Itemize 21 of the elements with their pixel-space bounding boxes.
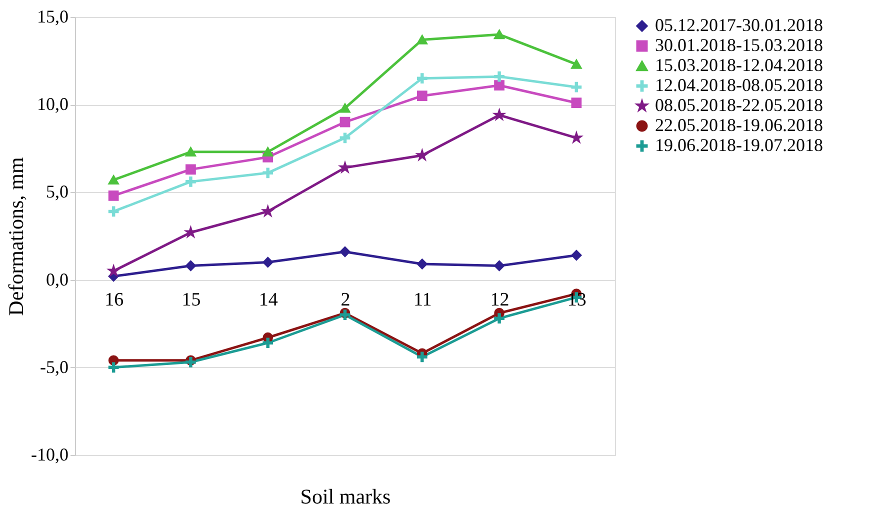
legend-label: 30.01.2018-15.03.2018 xyxy=(655,35,823,55)
x-tick-label: 2 xyxy=(340,289,350,310)
y-tick-label: 0,0 xyxy=(46,269,68,290)
x-axis-title: Soil marks xyxy=(300,484,391,508)
y-tick-label: -5,0 xyxy=(40,356,68,377)
y-axis-title: Deformations, mm xyxy=(4,157,28,316)
x-tick-label: 11 xyxy=(413,289,432,310)
y-tick-label: 15,0 xyxy=(37,6,68,26)
legend-label: 12.04.2018-08.05.2018 xyxy=(655,75,823,95)
legend-label: 19.06.2018-19.07.2018 xyxy=(655,135,823,155)
legend-label: 22.05.2018-19.06.2018 xyxy=(655,115,823,135)
x-tick-label: 15 xyxy=(182,289,201,310)
x-tick-label: 16 xyxy=(104,289,124,310)
legend-label: 15.03.2018-12.04.2018 xyxy=(655,55,823,75)
y-tick-label: -10,0 xyxy=(31,444,68,464)
y-tick-label: 5,0 xyxy=(46,182,68,202)
y-tick-label: 10,0 xyxy=(37,94,68,114)
legend-label: 05.12.2017-30.01.2018 xyxy=(655,15,823,35)
x-tick-label: 14 xyxy=(258,289,278,310)
x-tick-label: 12 xyxy=(490,289,510,310)
legend-label: 08.05.2018-22.05.2018 xyxy=(655,95,823,115)
